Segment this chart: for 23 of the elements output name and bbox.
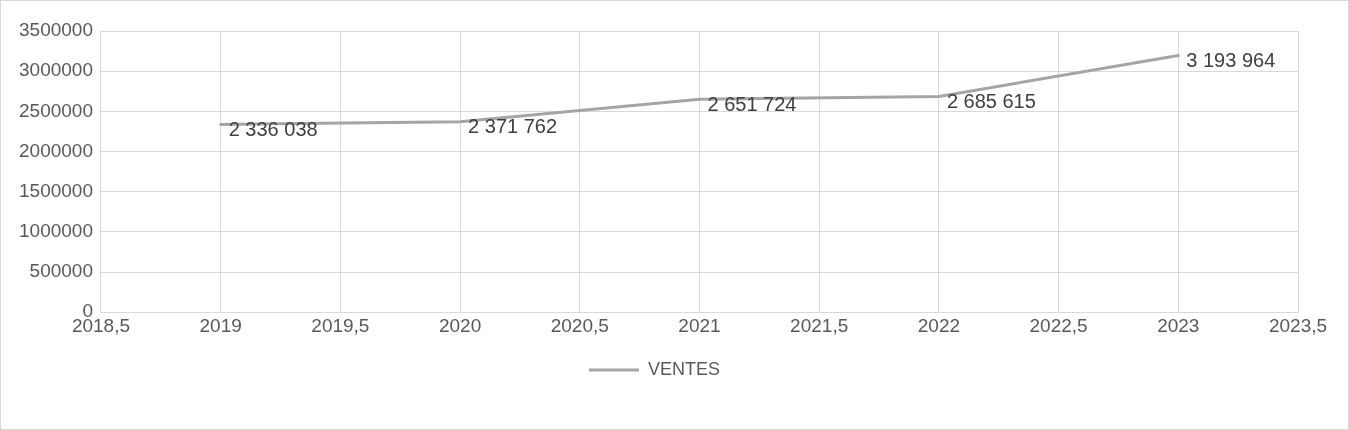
y-tick-label: 1000000 xyxy=(19,220,93,242)
x-tick-label: 2023 xyxy=(1157,314,1200,336)
x-tick-label: 2019,5 xyxy=(311,314,370,336)
legend-label: VENTES xyxy=(647,358,721,379)
data-label: 2 371 762 xyxy=(468,115,558,138)
y-tick-label: 1500000 xyxy=(19,179,93,201)
x-tick-label: 2021,5 xyxy=(790,314,849,336)
y-tick-label: 2500000 xyxy=(19,99,93,121)
data-label: 2 651 724 xyxy=(707,92,797,115)
x-tick-label: 2022,5 xyxy=(1029,314,1088,336)
x-tick-label: 2019 xyxy=(199,314,242,336)
x-tick-label: 2020 xyxy=(438,314,482,336)
x-tick-label: 2020,5 xyxy=(550,314,609,336)
y-tick-label: 2000000 xyxy=(19,139,93,161)
x-tick-label: 2023,5 xyxy=(1268,314,1328,336)
y-tick-label: 3000000 xyxy=(19,59,93,81)
data-label: 3 193 964 xyxy=(1186,49,1276,72)
x-tick-label: 2022 xyxy=(917,314,961,336)
data-label: 2 336 038 xyxy=(228,118,318,141)
y-tick-label: 3500000 xyxy=(19,19,93,41)
x-tick-label: 2021 xyxy=(678,314,721,336)
y-tick-label: 500000 xyxy=(29,260,93,282)
data-label: 2 685 615 xyxy=(946,89,1036,112)
